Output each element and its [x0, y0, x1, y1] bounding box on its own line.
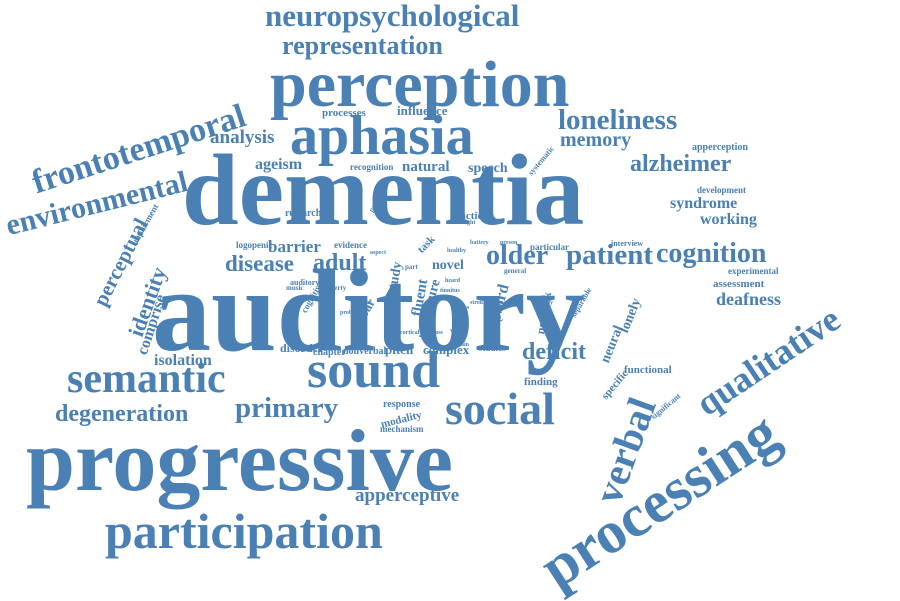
word-voice: voice [388, 320, 401, 326]
word-cortical: cortical [400, 330, 420, 336]
word-complex: complex [423, 342, 470, 357]
word-studies: studies [479, 343, 506, 353]
word-isolation: isolation [154, 352, 212, 369]
word-particular: particular [530, 242, 569, 252]
word-person: person [500, 240, 518, 246]
word-aspect: aspect [370, 250, 386, 256]
word-pitch: pitch [385, 342, 414, 357]
word-functional: functional [624, 364, 672, 376]
word-syndrome: syndrome [670, 195, 738, 212]
word-semantic: semantic [67, 356, 226, 402]
word-auditory: auditory [152, 245, 585, 376]
word-progressive: progressive [26, 413, 453, 510]
word-music: music [286, 284, 304, 292]
word-sound: sound [307, 342, 440, 399]
word-dementia: dementia [182, 134, 585, 247]
word-processing: processing [528, 399, 790, 601]
word-deficit: deficit [522, 339, 586, 365]
word-influence: influence [397, 103, 448, 118]
word-visual: visual [450, 328, 466, 334]
word-older: older [486, 240, 549, 271]
word-apperception: apperception [692, 142, 748, 153]
word-hear: hear [360, 300, 372, 306]
word-chapter: chapter [313, 347, 346, 358]
word-function: function [450, 210, 490, 222]
word-auditory: auditory [290, 278, 320, 287]
word-insight: insight [458, 220, 476, 226]
word-experimental: experimental [728, 266, 779, 276]
word-parts: parts [500, 300, 514, 306]
word-alzheimer: alzheimer [630, 151, 732, 177]
word-disorder: disorder [280, 341, 324, 355]
word-neural: neural [598, 323, 627, 366]
word-adult: adult [313, 250, 367, 276]
word-nonverbal: nonverbal [343, 346, 387, 357]
word-aphasia: aphasia [290, 105, 474, 167]
word-development: development [697, 185, 746, 195]
word-patient: patient [566, 239, 653, 271]
word-early: early [540, 300, 553, 306]
word-evidence: evidence [334, 240, 367, 250]
word-natural: natural [402, 159, 450, 175]
word-assessment: assessment [713, 278, 765, 290]
word-primary: primary [235, 392, 339, 424]
word-memory: memory [560, 129, 632, 151]
word-ageism: ageism [255, 156, 303, 173]
word-cognition: cognition [656, 238, 767, 269]
word-stroke: stroke [470, 300, 486, 306]
word-speech: speech [468, 161, 508, 176]
word-recognition: recognition [350, 162, 394, 172]
word-loss: loss [460, 305, 470, 311]
word-interview: interview [611, 239, 643, 248]
word-perception: perception [270, 48, 570, 121]
word-battery: battery [470, 240, 489, 246]
word-logopenic: logopenic [236, 240, 273, 250]
word-deafness: deafness [716, 289, 782, 309]
word-barrier: barrier [268, 237, 321, 256]
word-representation: representation [282, 31, 443, 60]
word-part: part [405, 263, 418, 271]
word-finding: finding [524, 376, 558, 388]
word-general: general [504, 267, 527, 275]
word-degeneration: degeneration [55, 401, 189, 427]
word-qualitative: qualitative [688, 298, 848, 424]
word-brain: brain [455, 342, 470, 348]
word-response: response [383, 399, 421, 410]
word-processes: processes [322, 107, 366, 119]
word-working: working [700, 211, 757, 228]
word-disease: disease [225, 251, 294, 276]
word-neuropsychological: neuropsychological [265, 0, 520, 33]
word-analysis: analysis [210, 127, 275, 148]
word-research: research [285, 208, 322, 219]
word-cross: cross [430, 330, 443, 336]
word-loneliness: loneliness [558, 104, 678, 136]
word-novel: novel [432, 258, 464, 273]
word-apperceptive: apperceptive [355, 485, 460, 506]
word-problem: problem [340, 310, 362, 316]
word-mechanism: mechanism [380, 424, 424, 434]
word-property: property [320, 284, 347, 292]
word-social: social [445, 383, 555, 434]
word-heard: heard [445, 278, 460, 284]
word-tinnitus: tinnitus [440, 288, 460, 294]
word-participation: participation [105, 503, 383, 559]
word-healthy: healthy [447, 248, 467, 254]
